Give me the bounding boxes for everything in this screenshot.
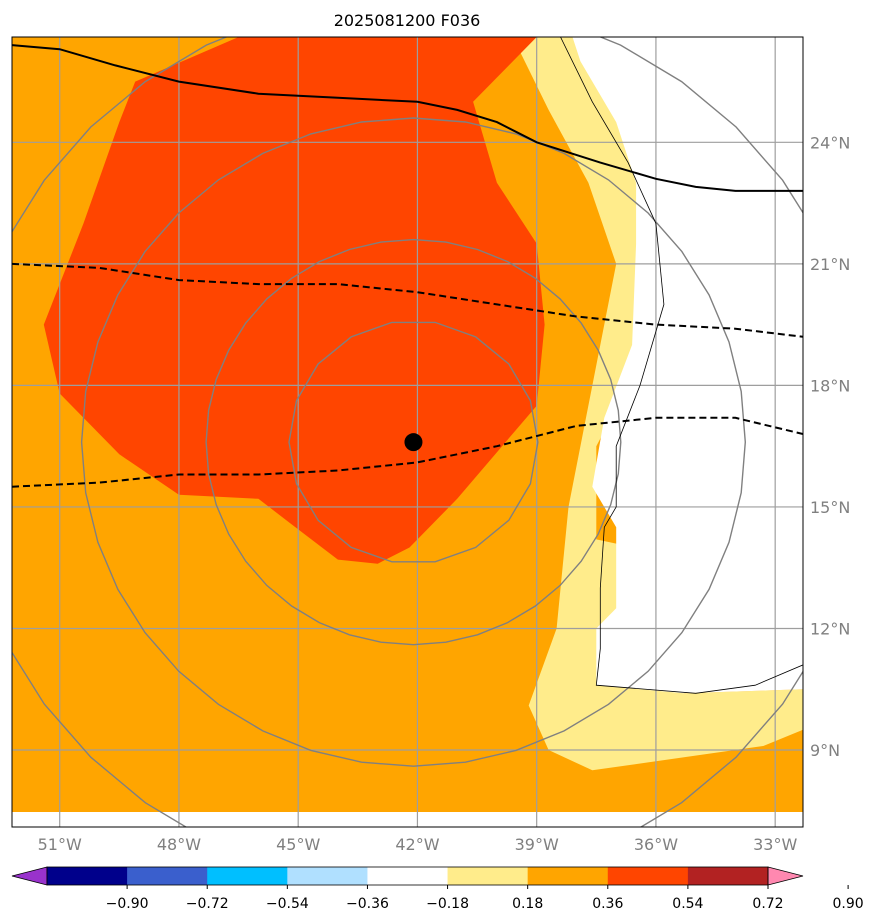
colorbar-tick-label: −0.36 <box>346 896 389 912</box>
x-tick-label: 39°W <box>515 835 559 854</box>
fill-region-0.18to0.36 <box>512 37 803 771</box>
storm-center-marker <box>404 433 423 452</box>
x-tick-label: 45°W <box>276 835 320 854</box>
range-ring <box>80 117 747 767</box>
thin-contour-line <box>560 37 803 694</box>
y-tick-label: 24°N <box>810 133 850 152</box>
colorbar-segment <box>47 867 128 885</box>
y-tick-label: 18°N <box>810 376 850 395</box>
map-panel <box>12 37 803 827</box>
fill-region--0.18to0.18 <box>572 37 803 694</box>
chart-title: 2025081200 F036 <box>334 11 481 30</box>
no-data-strip <box>12 812 803 827</box>
colorbar-segment <box>367 867 449 885</box>
colorbar-segment <box>447 867 529 885</box>
y-tick-label: 15°N <box>810 498 850 517</box>
x-tick-label: 48°W <box>157 835 201 854</box>
y-tick-labels: 24°N 21°N 18°N 15°N 12°N 9°N <box>810 133 850 760</box>
range-ring <box>288 321 539 563</box>
solid-contour-line <box>12 44 803 192</box>
range-ring <box>205 238 622 646</box>
colorbar-segment <box>207 867 288 885</box>
colorbar-tick-label: −0.90 <box>106 896 149 912</box>
colorbar-tick-label: 0.18 <box>512 896 543 912</box>
colorbar-segment <box>287 867 368 885</box>
colorbar: −0.90 −0.72 −0.54 −0.36 −0.18 0.18 0.36 0.54 0.7… <box>11 866 864 912</box>
fill-region-0.54to0.72 <box>43 37 545 564</box>
dashed-contour-line <box>12 262 803 338</box>
map-frame <box>11 36 804 828</box>
dashed-contour-line <box>12 416 803 488</box>
y-tick-label: 9°N <box>810 741 840 760</box>
x-tick-label: 42°W <box>395 835 439 854</box>
colorbar-tick-label: −0.18 <box>426 896 469 912</box>
x-tick-labels: 51°W 48°W 45°W 42°W 39°W 36°W 33°W <box>38 835 798 854</box>
colorbar-tick-label: 0.72 <box>752 896 783 912</box>
colorbar-tick-label: 0.36 <box>592 896 623 912</box>
range-ring <box>12 37 803 827</box>
colorbar-tick-label: −0.72 <box>186 896 229 912</box>
colorbar-extend-max <box>767 866 804 886</box>
x-tick-label: 36°W <box>634 835 678 854</box>
colorbar-segment <box>527 867 609 885</box>
colorbar-tick-label: 0.90 <box>833 896 864 912</box>
y-tick-label: 12°N <box>810 619 850 638</box>
colorbar-tick-label: 0.54 <box>672 896 703 912</box>
colorbar-extend-min <box>11 866 48 886</box>
colorbar-segment <box>607 867 689 885</box>
colorbar-segment <box>127 867 208 885</box>
x-tick-label: 33°W <box>753 835 797 854</box>
y-tick-label: 21°N <box>810 255 850 274</box>
colorbar-frame <box>46 866 769 886</box>
colorbar-segment <box>687 867 769 885</box>
colorbar-tick-label: −0.54 <box>266 896 309 912</box>
x-tick-label: 51°W <box>38 835 82 854</box>
